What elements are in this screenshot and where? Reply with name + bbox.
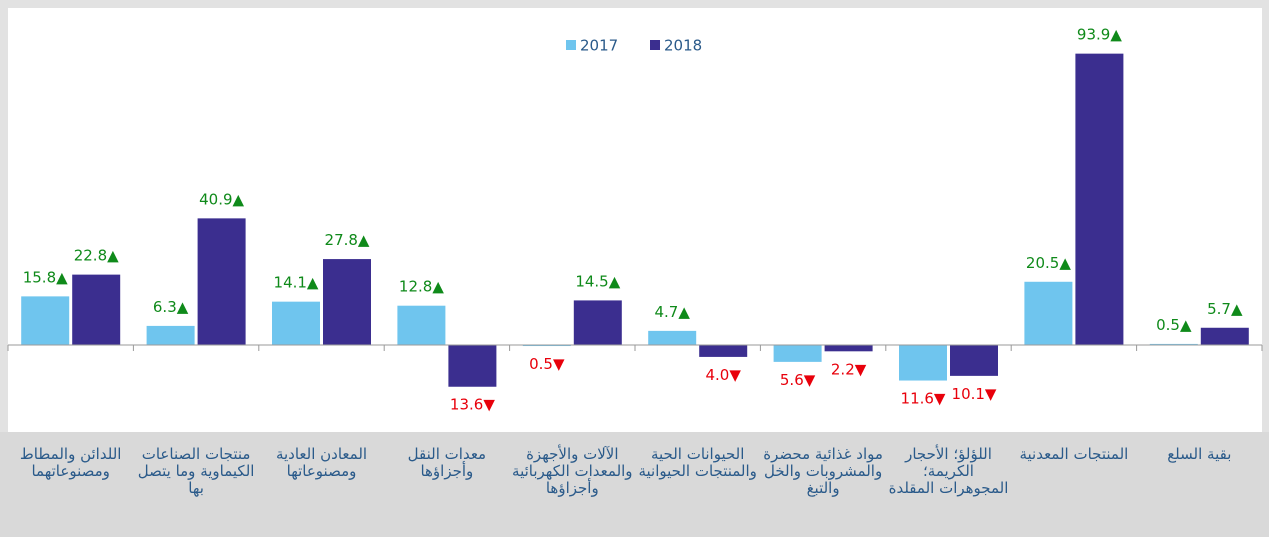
data-label: 6.3▲ [153,298,189,316]
data-label: 0.5▲ [1156,316,1192,334]
bar [898,344,948,382]
data-label: 4.0▼ [706,366,742,384]
bar [20,295,71,346]
x-tick-label: معدات النقل وأجزاؤها [407,445,487,480]
data-label: 22.8▲ [74,247,119,265]
data-label: 2.2▼ [831,360,867,378]
bar [949,344,999,377]
data-label: 5.7▲ [1207,300,1243,318]
data-label: 4.7▲ [655,303,691,321]
x-tick-label: مواد غذائية محضرة والمشروبات والخل والتب… [763,445,883,497]
bar [71,273,122,346]
data-label: 15.8▲ [23,268,68,286]
bar [145,324,196,346]
bar [196,217,247,346]
data-label: 13.6▼ [450,396,495,414]
data-label: 27.8▲ [325,231,370,249]
bar [647,329,698,346]
bar [823,344,874,353]
bar [322,258,372,346]
x-tick-label: اللؤلؤ؛ الأحجار الكريمة؛ المجوهرات المقل… [888,445,1009,497]
data-label: 93.9▲ [1077,26,1122,44]
data-label: 0.5▼ [529,355,565,373]
plot-area [8,8,1262,432]
bar [572,299,623,346]
bar [1023,280,1074,346]
x-tick-label: منتجات الصناعات الكيماوية وما يتصل بها [137,445,255,497]
data-label: 14.5▲ [575,272,620,290]
legend-swatch [650,40,660,50]
bar [271,300,321,346]
legend-label: 2017 [580,37,618,55]
x-tick-label: الآلات والأجهزة والمعدات الكهربائية وأجز… [512,445,633,497]
legend-swatch [566,40,576,50]
category-band [0,432,1269,537]
data-label: 5.6▼ [780,371,816,389]
data-label: 14.1▲ [274,274,319,292]
data-label: 40.9▲ [199,190,244,208]
legend-label: 2018 [664,37,702,55]
bar [1199,326,1250,346]
data-label: 20.5▲ [1026,254,1071,272]
x-tick-label: اللدائن والمطاط ومصنوعاتهما [19,445,122,480]
bar [772,344,823,363]
bar [396,304,447,346]
x-tick-label: الحيوانات الحية والمنتجات الحيوانية [638,445,757,480]
data-label: 12.8▲ [399,278,444,296]
data-label: 10.1▼ [952,385,997,403]
x-tick-label: بقية السلع [1167,445,1232,463]
x-tick-label: المعادن العادية ومصنوعاتها [275,445,368,480]
bar [1074,52,1125,346]
bar [698,344,749,358]
x-tick-label: المنتجات المعدنية [1019,445,1129,463]
data-label: 11.6▼ [901,390,946,408]
bar [447,344,498,388]
